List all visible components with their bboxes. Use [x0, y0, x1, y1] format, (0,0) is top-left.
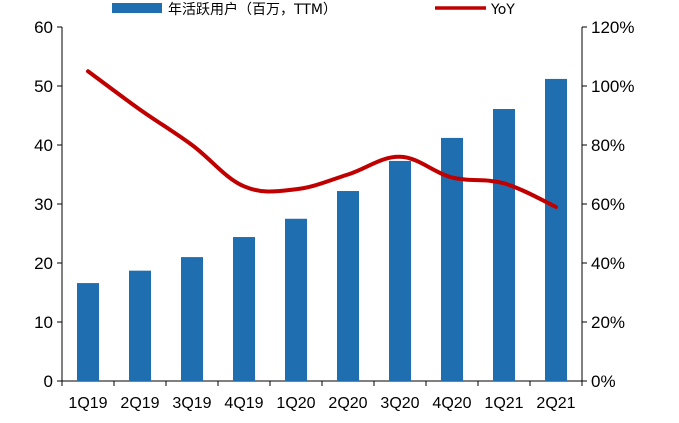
- bar-1Q19: [77, 283, 99, 381]
- left-tick-label: 10: [34, 313, 53, 332]
- left-axis-tick-labels: 0 10 20 30 40 50 60: [34, 18, 53, 391]
- bar-2Q20: [337, 191, 359, 381]
- bar-3Q19: [181, 257, 203, 381]
- right-tick-label: 60%: [591, 195, 625, 214]
- x-tick-label: 2Q20: [328, 395, 367, 412]
- left-tick-label: 50: [34, 77, 53, 96]
- x-tick-label: 4Q19: [224, 395, 263, 412]
- right-tick-label: 20%: [591, 313, 625, 332]
- bar-2Q21: [545, 78, 567, 382]
- bar-1Q21: [493, 109, 515, 381]
- x-tick-label: 1Q20: [276, 395, 315, 412]
- x-tick-label: 1Q19: [68, 395, 107, 412]
- bar-3Q20: [389, 160, 411, 381]
- bar-4Q20: [441, 137, 463, 381]
- left-tick-label: 60: [34, 18, 53, 37]
- yoy-line-group: [86, 69, 558, 209]
- legend-bar-swatch: [112, 3, 162, 13]
- legend-line-label: YoY: [490, 2, 515, 18]
- right-tick-label: 80%: [591, 136, 625, 155]
- x-tick-labels: 1Q19 2Q19 3Q19 4Q19 1Q20 2Q20 3Q20 4Q20 1Q21 2Q21: [68, 395, 575, 412]
- left-tick-label: 40: [34, 136, 53, 155]
- yoy-line: [86, 69, 558, 209]
- x-tick-label: 3Q20: [380, 395, 419, 412]
- left-tick-label: 30: [34, 195, 53, 214]
- x-tick-label: 4Q20: [432, 395, 471, 412]
- right-axis-tick-labels: 0% 20% 40% 60% 80% 100% 120%: [591, 18, 634, 391]
- legend: 年活跃用户（百万，TTM） YoY: [112, 1, 515, 18]
- bar-2Q19: [129, 270, 151, 381]
- legend-bar-label: 年活跃用户（百万，TTM）: [168, 1, 337, 18]
- left-tick-label: 20: [34, 254, 53, 273]
- bars: [77, 78, 567, 382]
- x-tick-label: 1Q21: [484, 395, 523, 412]
- left-tick-label: 0: [44, 372, 53, 391]
- right-tick-label: 100%: [591, 77, 634, 96]
- bar-4Q19: [233, 237, 255, 381]
- x-tick-label: 2Q21: [536, 395, 575, 412]
- bar-1Q20: [285, 218, 307, 381]
- x-tick-label: 2Q19: [120, 395, 159, 412]
- right-tick-label: 40%: [591, 254, 625, 273]
- right-tick-label: 0%: [591, 372, 616, 391]
- right-tick-label: 120%: [591, 18, 634, 37]
- x-tick-label: 3Q19: [172, 395, 211, 412]
